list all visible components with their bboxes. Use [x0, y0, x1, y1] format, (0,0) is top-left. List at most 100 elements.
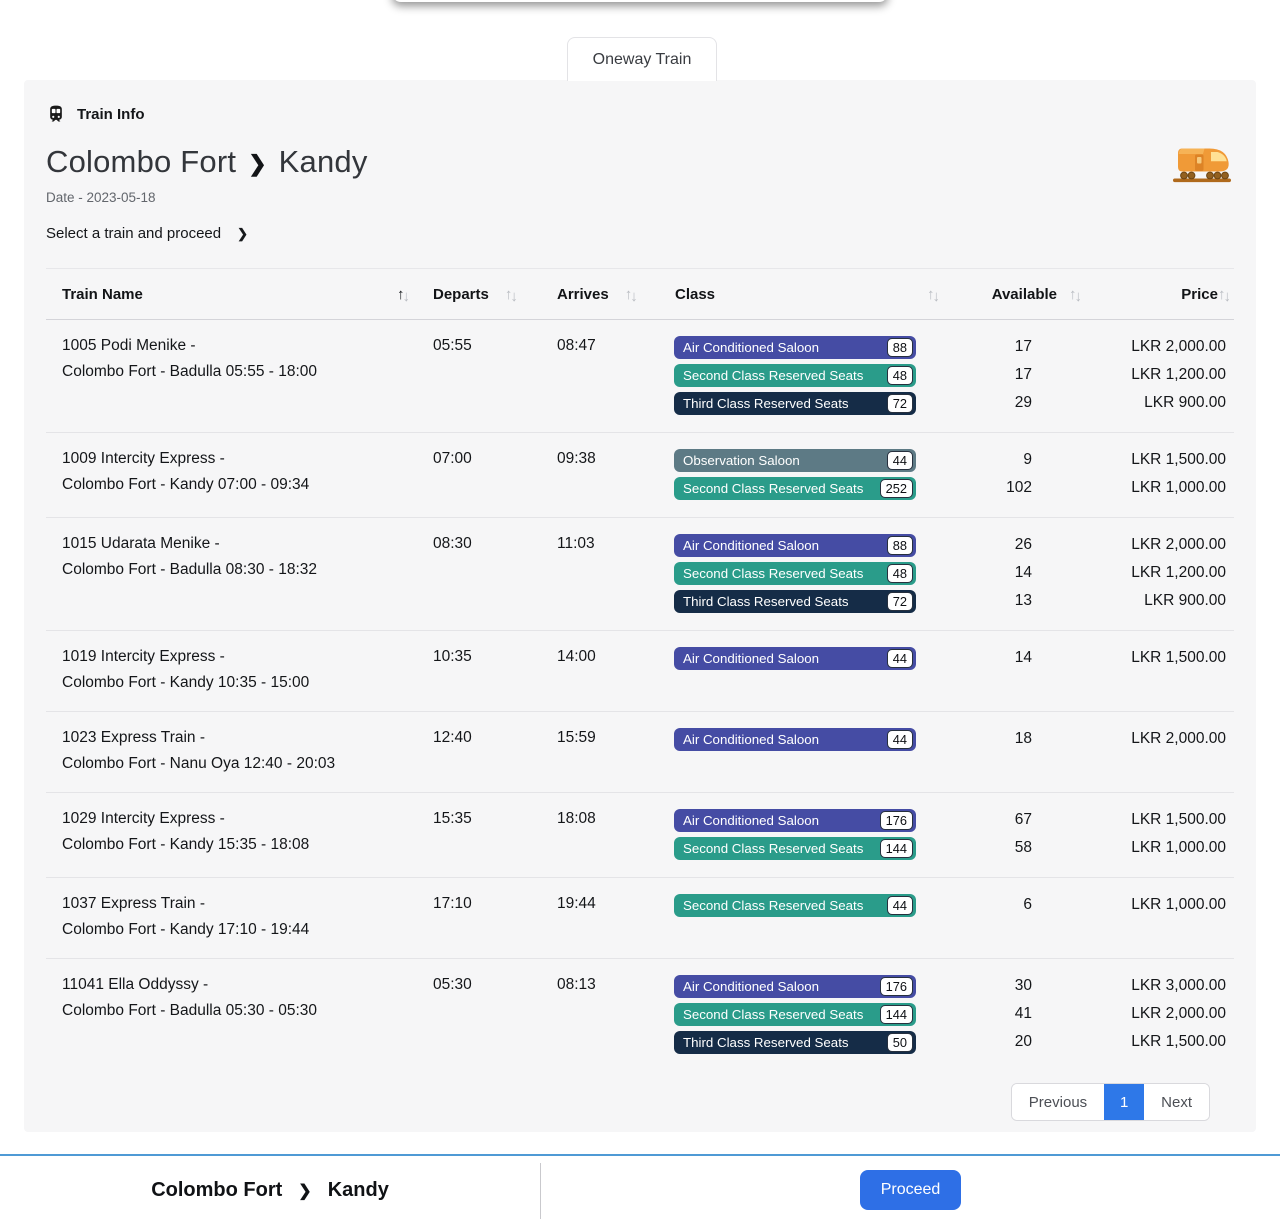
class-badge[interactable]: Second Class Reserved Seats 48 [674, 561, 916, 585]
select-prompt: Select a train and proceed ❯ [46, 225, 1234, 242]
class-label: Air Conditioned Saloon [683, 731, 820, 747]
class-label: Third Class Reserved Seats [683, 593, 849, 609]
sort-arrows-icon[interactable]: ↑ ↓ [624, 285, 638, 305]
table-row[interactable]: 1023 Express Train - Colombo Fort - Nanu… [46, 711, 1234, 792]
available-cell: 9 102 [948, 446, 1086, 502]
price-value: LKR 1,500.00 [1131, 1033, 1226, 1050]
class-badge[interactable]: Second Class Reserved Seats 48 [674, 363, 916, 387]
train-route: Colombo Fort - Kandy 07:00 - 09:34 [62, 476, 310, 493]
proceed-button[interactable]: Proceed [859, 1170, 962, 1210]
train-name-cell: 1023 Express Train - Colombo Fort - Nanu… [46, 725, 416, 777]
class-badge[interactable]: Third Class Reserved Seats 72 [674, 391, 916, 415]
class-badge[interactable]: Second Class Reserved Seats 144 [674, 836, 916, 860]
arrives-value: 14:00 [557, 648, 596, 665]
train-name: 1009 Intercity Express - [62, 450, 225, 467]
chevron-right-icon: ❯ [237, 225, 249, 241]
chevron-right-icon: ❯ [248, 150, 267, 176]
class-badge[interactable]: Air Conditioned Saloon 88 [674, 335, 916, 359]
column-header-price[interactable]: Price ↑ ↓ [1181, 285, 1231, 305]
available-value: 13 [1014, 592, 1032, 609]
available-value: 67 [1014, 811, 1032, 828]
tab-oneway-train[interactable]: Oneway Train [567, 37, 717, 81]
origin-station: Colombo Fort [46, 144, 237, 179]
footer-actions: Proceed [541, 1156, 1280, 1224]
class-seat-count: 44 [886, 895, 913, 915]
table-row[interactable]: 1029 Intercity Express - Colombo Fort - … [46, 792, 1234, 877]
table-header-row: Train Name ↑ ↓ Departs ↑ ↓ Arrives ↑ ↓ Clas… [46, 268, 1234, 320]
price-value: LKR 2,000.00 [1131, 1005, 1226, 1022]
train-route: Colombo Fort - Badulla 05:55 - 18:00 [62, 363, 318, 380]
table-row[interactable]: 1015 Udarata Menike - Colombo Fort - Bad… [46, 517, 1234, 630]
column-header-arrives[interactable]: Arrives ↑ ↓ [557, 285, 638, 305]
class-cell: Observation Saloon 44 Second Class Reserve… [656, 446, 948, 502]
column-header-class[interactable]: Class ↑ ↓ [675, 285, 940, 305]
sort-arrows-icon[interactable]: ↑ ↓ [1069, 285, 1082, 305]
arrives-value: 08:13 [557, 976, 596, 993]
train-name-cell: 1005 Podi Menike - Colombo Fort - Badull… [46, 333, 416, 417]
table-row[interactable]: 1005 Podi Menike - Colombo Fort - Badull… [46, 320, 1234, 432]
table-row[interactable]: 1019 Intercity Express - Colombo Fort - … [46, 630, 1234, 711]
orange-train-illustration [1170, 142, 1236, 186]
class-badge[interactable]: Air Conditioned Saloon 176 [674, 808, 916, 832]
class-badge[interactable]: Second Class Reserved Seats 252 [674, 476, 916, 500]
train-name: 1005 Podi Menike - [62, 337, 196, 354]
class-badge[interactable]: Air Conditioned Saloon 44 [674, 646, 916, 670]
sort-arrows-icon[interactable]: ↑ ↓ [1218, 285, 1231, 305]
table-row[interactable]: 1037 Express Train - Colombo Fort - Kand… [46, 877, 1234, 958]
price-value: LKR 1,200.00 [1131, 564, 1226, 581]
available-value: 29 [1014, 394, 1032, 411]
column-header-available[interactable]: Available ↑ ↓ [991, 285, 1082, 305]
class-seat-count: 72 [886, 393, 913, 413]
class-seat-count: 176 [879, 810, 913, 830]
price-value: LKR 3,000.00 [1131, 977, 1226, 994]
table-row[interactable]: 11041 Ella Oddyssy - Colombo Fort - Badu… [46, 958, 1234, 1071]
train-name-cell: 1037 Express Train - Colombo Fort - Kand… [46, 891, 416, 943]
sort-arrows-icon[interactable]: ↑ ↓ [397, 285, 410, 305]
class-cell: Air Conditioned Saloon 88 Second Class Res… [656, 531, 948, 615]
available-value: 20 [1014, 1033, 1032, 1050]
class-badge[interactable]: Observation Saloon 44 [674, 448, 916, 472]
class-cell: Air Conditioned Saloon 88 Second Class Res… [656, 333, 948, 417]
departs-value: 08:30 [433, 535, 472, 552]
price-value: LKR 1,200.00 [1131, 366, 1226, 383]
class-badge[interactable]: Air Conditioned Saloon 44 [674, 727, 916, 751]
train-front-icon [46, 104, 66, 124]
class-seat-count: 88 [886, 337, 913, 357]
available-cell: 17 17 29 [948, 333, 1086, 417]
arrives-value: 18:08 [557, 810, 596, 827]
route-title: Colombo Fort ❯ Kandy [46, 144, 1234, 180]
available-value: 17 [1014, 366, 1032, 383]
sort-arrows-icon[interactable]: ↑ ↓ [927, 285, 940, 305]
class-badge[interactable]: Third Class Reserved Seats 72 [674, 589, 916, 613]
next-page-button[interactable]: Next [1144, 1084, 1209, 1120]
class-label: Second Class Reserved Seats [683, 480, 864, 496]
class-badge[interactable]: Third Class Reserved Seats 50 [674, 1030, 916, 1054]
previous-page-button[interactable]: Previous [1011, 1084, 1105, 1120]
train-name-cell: 1015 Udarata Menike - Colombo Fort - Bad… [46, 531, 416, 615]
available-value: 17 [1014, 338, 1032, 355]
class-badge[interactable]: Second Class Reserved Seats 44 [674, 893, 916, 917]
train-route: Colombo Fort - Kandy 17:10 - 19:44 [62, 921, 310, 938]
column-header-departs[interactable]: Departs ↑ ↓ [433, 285, 518, 305]
class-badge[interactable]: Air Conditioned Saloon 176 [674, 974, 916, 998]
column-header-train-name[interactable]: Train Name ↑ ↓ [62, 285, 410, 305]
available-value: 14 [1014, 649, 1032, 666]
class-seat-count: 88 [886, 535, 913, 555]
class-cell: Second Class Reserved Seats 44 [656, 891, 948, 943]
price-value: LKR 900.00 [1144, 592, 1226, 609]
class-label: Air Conditioned Saloon [683, 978, 820, 994]
class-badge[interactable]: Air Conditioned Saloon 88 [674, 533, 916, 557]
class-seat-count: 144 [879, 1004, 913, 1024]
available-value: 58 [1014, 839, 1032, 856]
table-row[interactable]: 1009 Intercity Express - Colombo Fort - … [46, 432, 1234, 517]
price-cell: LKR 2,000.00 [1086, 725, 1234, 777]
travel-date: Date - 2023-05-18 [46, 190, 156, 205]
sort-arrows-icon[interactable]: ↑ ↓ [504, 285, 518, 305]
select-prompt-label: Select a train and proceed [46, 225, 222, 242]
current-page-button[interactable]: 1 [1104, 1084, 1145, 1120]
train-route: Colombo Fort - Nanu Oya 12:40 - 20:03 [62, 755, 336, 772]
class-badge[interactable]: Second Class Reserved Seats 144 [674, 1002, 916, 1026]
class-seat-count: 252 [879, 478, 913, 498]
section-header: Train Info [46, 104, 1234, 124]
available-value: 26 [1014, 536, 1032, 553]
